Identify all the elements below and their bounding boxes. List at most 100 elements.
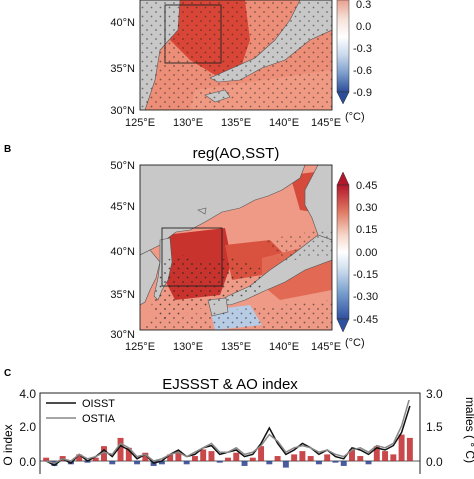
colorbar-tick: 0.30 [356,202,377,214]
bar [233,452,240,461]
bar [258,446,265,461]
colorbar-b-extend-top [336,171,350,186]
bar [167,454,174,461]
lon-label: 145°E [311,341,341,353]
chart-title: EJSSST & AO index [162,376,298,393]
left-axis-label: O index [1,424,15,465]
chart-frame [39,392,421,479]
colorbar-tick: 0.0 [356,21,371,33]
bar [315,461,322,465]
bar [332,461,339,463]
lat-label: 35°N [110,289,135,301]
colorbar-tick: -0.15 [353,269,378,281]
bar [365,461,372,465]
lon-label: 145°E [311,117,341,129]
colorbar-a-extend [336,91,350,105]
region-box [161,227,223,287]
colorbar-tick: -0.30 [353,291,378,303]
right-tick: 0.0 [426,455,443,469]
left-tick: 2.0 [19,420,36,434]
colorbar-tick: -0.9 [353,87,372,99]
left-tick: 4.0 [19,387,36,401]
panel-c: C EJSSST & AO index 4.0 2.0 0.0 3.0 1.5 … [1,368,474,479]
colorbar-tick: -0.6 [353,65,372,77]
panel-a: 40°N 35°N 30°N 125°E 130°E 135°E 140°E 1… [110,0,372,129]
bar [340,461,347,466]
lon-label: 140°E [269,341,299,353]
bar [216,461,223,463]
bar [117,437,124,461]
bar [266,461,273,465]
lon-label: 140°E [269,117,299,129]
legend-label: OSTIA [82,413,116,425]
legend-label: OISST [82,398,115,410]
colorbar-a [336,0,350,93]
lat-label: 30°N [110,105,135,117]
bar [291,454,298,461]
lat-label: 40°N [110,246,135,258]
colorbar-tick: 0.45 [356,180,377,192]
bars-group [43,434,413,468]
map-a-frame [139,0,333,111]
bar [109,461,116,465]
bar [43,457,50,461]
lat-label: 30°N [110,329,135,341]
bar [382,451,389,461]
bar [142,452,149,461]
colorbar-tick: 0.3 [356,0,371,11]
colorbar-unit: (°C) [345,111,365,123]
bar [125,447,132,461]
lon-label: 130°E [173,117,203,129]
bar [208,451,215,461]
lon-label: 125°E [125,341,155,353]
lon-label: 135°E [221,117,251,129]
colorbar-tick: -0.45 [353,314,378,326]
colorbar-b-extend-bottom [336,318,350,333]
lines-group [45,400,411,467]
colorbar-tick: 0.00 [356,247,377,259]
lon-label: 130°E [173,341,203,353]
bar [307,456,314,461]
lat-label: 50°N [110,160,135,172]
lat-label: 45°N [110,201,135,213]
right-axis-label: malies ( ° C) [463,397,474,463]
bar [357,456,364,461]
right-tick: 1.5 [426,420,443,434]
bar [92,457,99,461]
right-tick: 3.0 [426,387,443,401]
bar [398,434,405,461]
bar [191,456,198,461]
colorbar-unit: (°C) [345,337,365,349]
bar [324,454,331,461]
bar [299,451,306,461]
map-b [140,165,332,330]
bar [241,461,248,466]
bar [158,461,165,465]
lat-label: 40°N [110,17,135,29]
map-a [140,0,332,110]
panel-letter: B [4,144,11,155]
bar [175,451,182,461]
panel-b: B reg(AO,SST) 50°N 45°N 40°N 35°N [4,144,378,353]
series-line-ostia [45,400,410,465]
bar [134,461,141,465]
left-tick: 0.0 [19,455,36,469]
colorbar-b [336,184,350,320]
colorbar-tick: 0.15 [356,224,377,236]
lat-label: 35°N [110,63,135,75]
lon-label: 125°E [125,117,155,129]
panel-title: reg(AO,SST) [193,145,280,162]
bar [183,461,190,465]
bar [390,454,397,461]
bar [282,461,289,468]
bar [76,454,83,461]
bar [249,457,256,461]
legend: OISST OSTIA [46,398,116,425]
lon-label: 135°E [221,341,251,353]
bar [274,456,281,461]
bar [101,446,107,461]
panel-letter: C [4,368,11,379]
bar [225,457,231,461]
